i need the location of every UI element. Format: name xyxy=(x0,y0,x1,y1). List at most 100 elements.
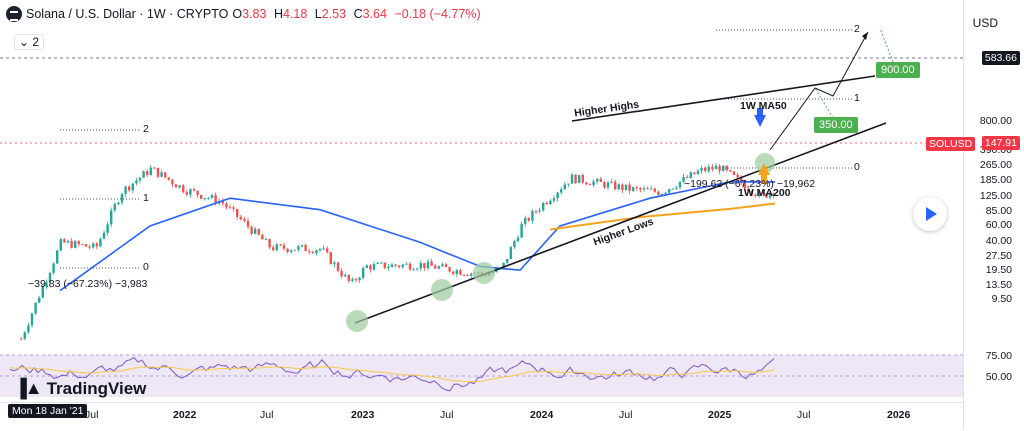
candle-body xyxy=(516,237,520,242)
candle-body xyxy=(210,195,214,198)
candle-body xyxy=(725,165,728,170)
candle-body xyxy=(344,274,347,277)
candle-body xyxy=(52,263,55,273)
symbol-title[interactable]: Solana / U.S. Dollar · 1W · CRYPTO xyxy=(26,7,229,21)
time-tick: Jul xyxy=(440,409,454,421)
chart-header: Solana / U.S. Dollar · 1W · CRYPTO O3.83… xyxy=(6,6,485,22)
low-circle-1 xyxy=(346,310,368,332)
time-tick: Jul xyxy=(85,409,99,421)
currency-label: USD xyxy=(972,16,998,30)
candle-body xyxy=(214,195,217,204)
price-chart[interactable] xyxy=(0,0,964,402)
candle-body xyxy=(408,263,412,270)
candle-body xyxy=(236,208,239,217)
candle-body xyxy=(599,178,602,182)
candle-body xyxy=(120,193,124,203)
candle-body xyxy=(682,176,685,182)
candle-body xyxy=(135,180,138,184)
candle-body xyxy=(671,188,674,190)
candle-body xyxy=(95,243,98,247)
price-marker-current: 147.91 xyxy=(981,136,1020,150)
candle-body xyxy=(434,265,437,269)
candle-body xyxy=(243,219,246,221)
price-tick: 40.00 xyxy=(985,235,1012,248)
candle-body xyxy=(660,193,664,195)
candle-body xyxy=(56,250,59,264)
candle-body xyxy=(38,297,41,303)
measure-left: −39.83 (−67.23%) −3,983 xyxy=(28,278,148,290)
candle-body xyxy=(718,165,721,172)
candle-body xyxy=(113,204,116,211)
candle-body xyxy=(567,183,570,185)
price-tick: 800.00 xyxy=(979,114,1012,127)
candle-body xyxy=(527,218,530,221)
price-tick: 13.50 xyxy=(985,279,1012,291)
candle-body xyxy=(441,264,444,267)
candle-body xyxy=(560,189,563,193)
candle-body xyxy=(246,220,250,227)
candle-body xyxy=(128,186,131,191)
time-tick: 2022 xyxy=(173,409,197,421)
candle-body xyxy=(588,184,592,186)
candle-body xyxy=(268,239,271,248)
low-circle-2 xyxy=(431,279,453,301)
candle-body xyxy=(239,216,242,220)
candle-body xyxy=(754,194,757,197)
candle-body xyxy=(383,262,386,269)
candle-body xyxy=(452,271,455,274)
time-tick: 2026 xyxy=(887,409,911,421)
candle-body xyxy=(117,202,120,205)
candle-body xyxy=(282,245,286,249)
time-tick: 2023 xyxy=(351,409,375,421)
candle-body xyxy=(362,267,365,278)
candle-body xyxy=(405,263,408,265)
candle-body xyxy=(142,171,145,178)
ma50-arrow xyxy=(754,115,766,127)
candle-body xyxy=(531,211,534,221)
candle-body xyxy=(700,167,703,171)
price-axis[interactable]: USD xyxy=(963,0,1024,430)
candle-body xyxy=(376,262,379,264)
candle-body xyxy=(156,167,160,177)
candle-body xyxy=(308,251,311,253)
candle-body xyxy=(740,177,743,183)
candle-body xyxy=(592,181,595,186)
candle-body xyxy=(419,263,422,269)
candle-body xyxy=(66,241,70,243)
candle-body xyxy=(264,239,268,241)
candle-body xyxy=(707,166,710,171)
candle-body xyxy=(336,262,340,271)
candle-body xyxy=(200,194,203,199)
candle-body xyxy=(340,270,343,277)
candle-body xyxy=(63,239,66,243)
candle-body xyxy=(192,189,196,191)
tradingview-logo: ▐▲ TradingView xyxy=(14,378,147,398)
candle-body xyxy=(653,188,656,192)
candle-body xyxy=(423,263,426,269)
candle-body xyxy=(732,171,736,175)
candle-body xyxy=(750,190,754,195)
candle-body xyxy=(729,169,732,172)
candle-body xyxy=(250,226,253,234)
candle-body xyxy=(354,279,358,281)
candle-body xyxy=(272,247,275,251)
candle-body xyxy=(520,223,523,238)
candle-body xyxy=(92,243,95,248)
candle-body xyxy=(318,248,322,251)
target-900-box: 900.00 xyxy=(876,62,920,78)
candle-body xyxy=(74,241,77,248)
candle-body xyxy=(207,197,210,199)
candle-body xyxy=(59,239,62,251)
price-tick: 9.50 xyxy=(991,293,1012,306)
candle-body xyxy=(322,248,325,250)
indicators-toggle[interactable]: ⌄ 2 xyxy=(14,34,45,50)
candle-body xyxy=(603,181,606,188)
scroll-to-realtime-button[interactable] xyxy=(913,197,947,231)
candle-body xyxy=(570,174,574,184)
symbol-tag: SOLUSD xyxy=(926,137,976,151)
ma200-label: 1W MA200 xyxy=(738,187,791,199)
candle-body xyxy=(70,241,73,248)
ma50-label: 1W MA50 xyxy=(740,100,787,112)
time-axis[interactable]: Jul 2022 Jul 2023 Jul 2024 Jul 2025 Jul 2026 xyxy=(0,402,964,431)
candle-body xyxy=(225,203,228,208)
